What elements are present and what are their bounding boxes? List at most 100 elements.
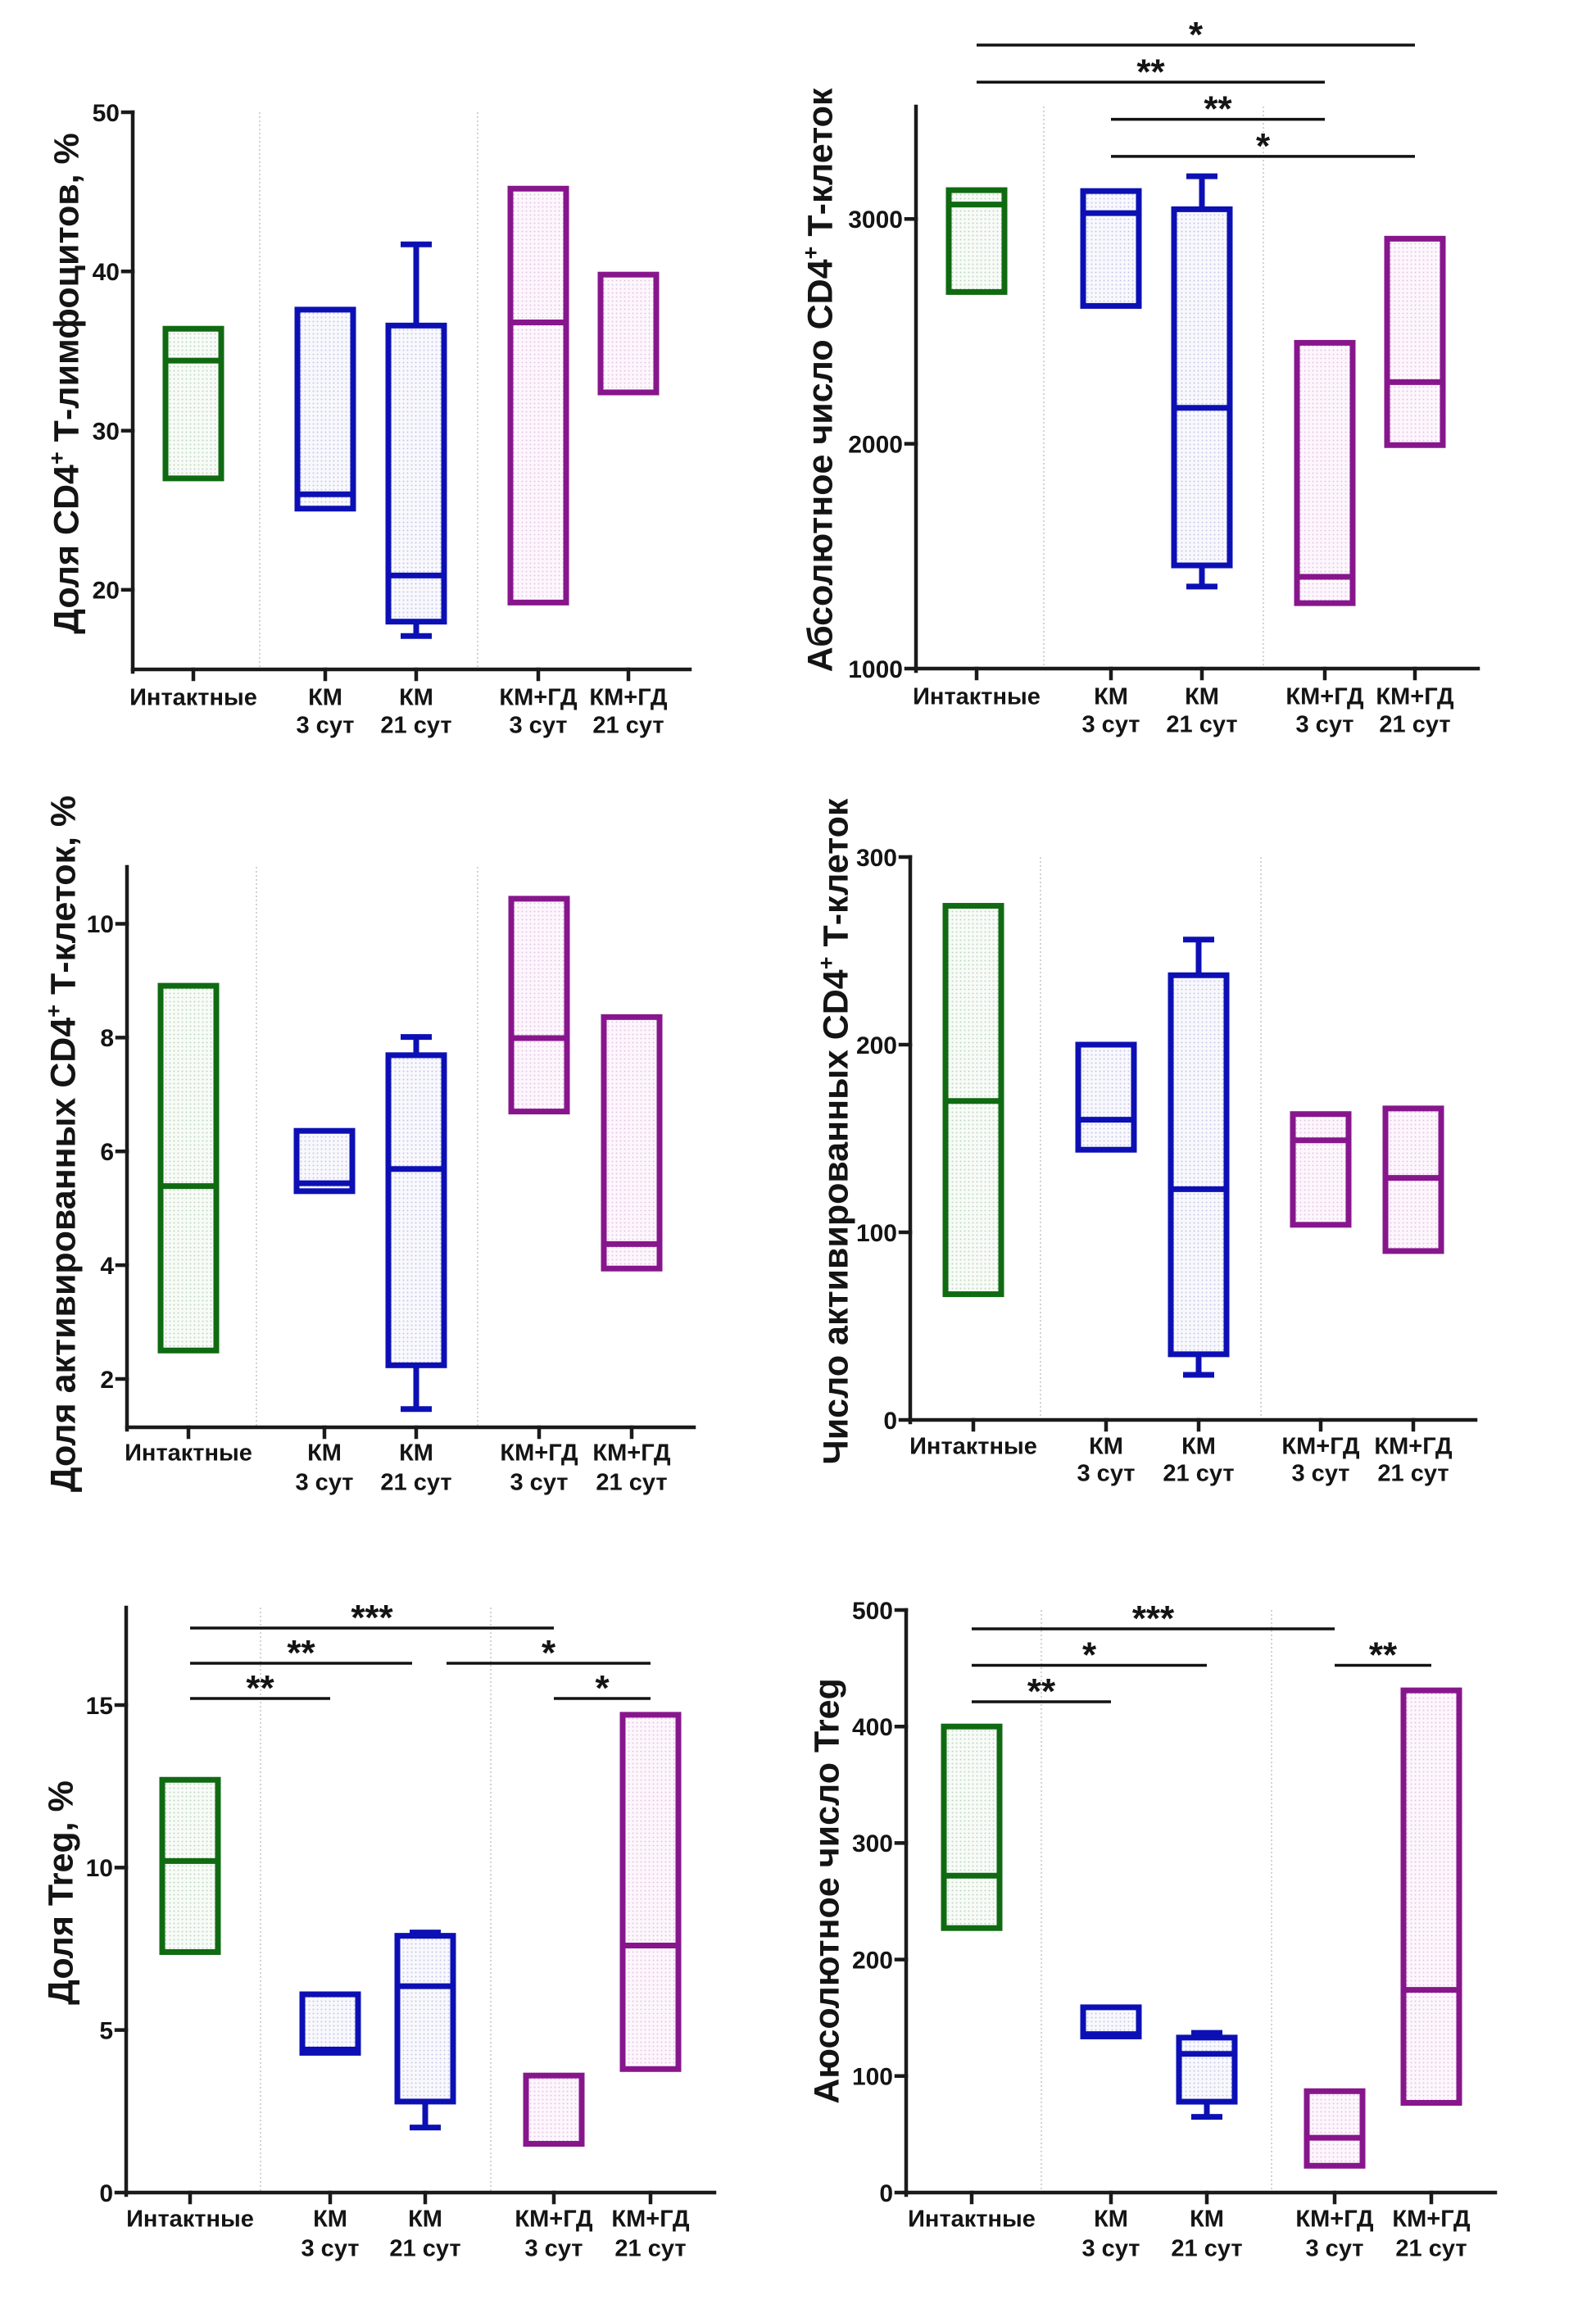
x-tick-label: КМ+ГД [1374, 1433, 1453, 1459]
significance-label: * [1256, 126, 1271, 166]
y-tick-label: 5 [99, 2017, 113, 2044]
y-tick-label: 100 [852, 2064, 893, 2091]
chart-panel: 0 100 200 300 400 500 Интактные КМ 3 сут КМ 21 сут… [807, 1598, 1498, 2261]
y-axis-label-superscript: + [814, 957, 838, 970]
y-tick-label: 20 [93, 578, 120, 605]
x-tick-label: КМ+ГД [589, 684, 668, 710]
x-tick-label: КМ [408, 2206, 442, 2232]
box-plot [597, 271, 660, 396]
box-plot [1171, 173, 1233, 590]
interquartile-box [601, 1014, 663, 1272]
x-tick-label-line2: 21 сут [1163, 1460, 1234, 1486]
x-tick-label-line2: 3 сут [1082, 711, 1140, 737]
x-tick-label: КМ [1190, 2206, 1224, 2232]
chart-panel: 2 4 6 8 10 Интактные КМ 3 сут КМ 21 сут КМ+ГД 3 сут… [41, 796, 696, 1495]
significance-label: ** [1204, 89, 1232, 129]
y-tick-label: 400 [852, 1714, 893, 1741]
y-axis-label-superscript: + [44, 451, 69, 465]
interquartile-box [1400, 1687, 1462, 2107]
x-tick-label: КМ+ГД [1281, 1433, 1360, 1459]
y-tick-label: 300 [852, 1830, 893, 1857]
interquartile-box [1294, 339, 1356, 606]
x-tick-label: КМ+ГД [592, 1440, 671, 1466]
y-axis-label-main: Доля Treg, % [41, 1780, 80, 2005]
interquartile-box [507, 185, 569, 605]
box-plot [507, 185, 569, 605]
interquartile-box [523, 2072, 585, 2147]
interquartile-box [1171, 206, 1233, 569]
interquartile-box [159, 1776, 221, 1955]
box-plot [385, 241, 447, 639]
significance-label: *** [351, 1598, 393, 1638]
x-tick-label-line2: 3 сут [510, 1469, 569, 1495]
y-tick-label: 15 [86, 1693, 113, 1720]
chart-panel: 0 5 10 15 Интактные КМ 3 сут КМ 21 сут КМ+ГД 3 сут… [41, 1598, 717, 2261]
y-tick-label: 100 [856, 1220, 897, 1247]
box-plot [1168, 937, 1230, 1378]
significance-label: * [1082, 1635, 1097, 1676]
y-tick-label: 2 [100, 1367, 114, 1394]
y-tick-label: 500 [852, 1598, 893, 1625]
x-tick-label: Интактные [125, 1440, 252, 1466]
significance-label: * [595, 1668, 610, 1708]
y-tick-label: 0 [879, 2180, 893, 2207]
box-plot [1382, 1105, 1444, 1254]
x-tick-label: КМ [1089, 1433, 1123, 1459]
x-tick-label: Интактные [909, 1433, 1037, 1459]
y-axis-label: Абсолютное число CD4+ Т-клеток [798, 88, 840, 672]
interquartile-box [162, 325, 224, 482]
y-tick-label: 1000 [848, 656, 903, 683]
box-plot [293, 1127, 356, 1195]
box-plot [1080, 188, 1142, 309]
significance-label: ** [287, 1633, 315, 1673]
y-axis-label-rest: Т-клеток, % [43, 796, 83, 1005]
interquartile-box [1384, 235, 1446, 448]
x-tick-label-line2: 21 сут [1395, 2235, 1467, 2261]
x-tick-label-line2: 21 сут [596, 1469, 667, 1495]
interquartile-box [1075, 1041, 1137, 1153]
significance-label: * [542, 1633, 556, 1673]
interquartile-box [1290, 1111, 1352, 1228]
x-tick-label: КМ [399, 684, 433, 710]
x-tick-label-line2: 3 сут [1306, 2235, 1364, 2261]
significance-label: ** [1027, 1671, 1056, 1712]
x-tick-label-line2: 21 сут [380, 712, 451, 738]
box-plot [1290, 1111, 1352, 1228]
x-tick-label-line2: 3 сут [1077, 1460, 1136, 1486]
y-tick-label: 0 [99, 2180, 113, 2207]
interquartile-box [1304, 2088, 1366, 2169]
x-tick-label-line2: 3 сут [297, 712, 355, 738]
y-axis-label-main: Доля активированных CD4 [43, 1018, 83, 1492]
interquartile-box [157, 982, 220, 1354]
interquartile-box [1080, 188, 1142, 309]
x-tick-label: КМ+ГД [1285, 683, 1364, 710]
x-tick-label: Интактные [908, 2206, 1036, 2232]
x-tick-label: Интактные [129, 684, 257, 710]
y-tick-label: 30 [93, 418, 120, 445]
x-tick-label-line2: 3 сут [525, 2235, 583, 2261]
box-plot [523, 2072, 585, 2147]
box-plot [1294, 339, 1356, 606]
y-tick-label: 8 [100, 1025, 114, 1052]
y-tick-label: 300 [856, 845, 897, 872]
x-tick-label-line2: 21 сут [1379, 711, 1450, 737]
x-tick-label: КМ [313, 2206, 347, 2232]
interquartile-box [941, 1723, 1003, 1931]
significance-label: ** [1136, 52, 1165, 92]
box-plot [1384, 235, 1446, 448]
box-plot [385, 1034, 447, 1413]
y-tick-label: 40 [93, 259, 120, 286]
x-tick-label-line2: 21 сут [1166, 711, 1237, 737]
significance-label: * [1189, 15, 1204, 55]
interquartile-box [299, 1991, 361, 2056]
significance-label: ** [246, 1668, 274, 1708]
y-tick-label: 200 [852, 1947, 893, 1974]
x-tick-label: КМ [1094, 683, 1128, 710]
y-tick-label: 4 [100, 1253, 114, 1280]
box-plot [1080, 2004, 1142, 2039]
box-plot [159, 1776, 221, 1955]
x-tick-label: Интактные [913, 683, 1041, 710]
box-plot [508, 896, 570, 1115]
